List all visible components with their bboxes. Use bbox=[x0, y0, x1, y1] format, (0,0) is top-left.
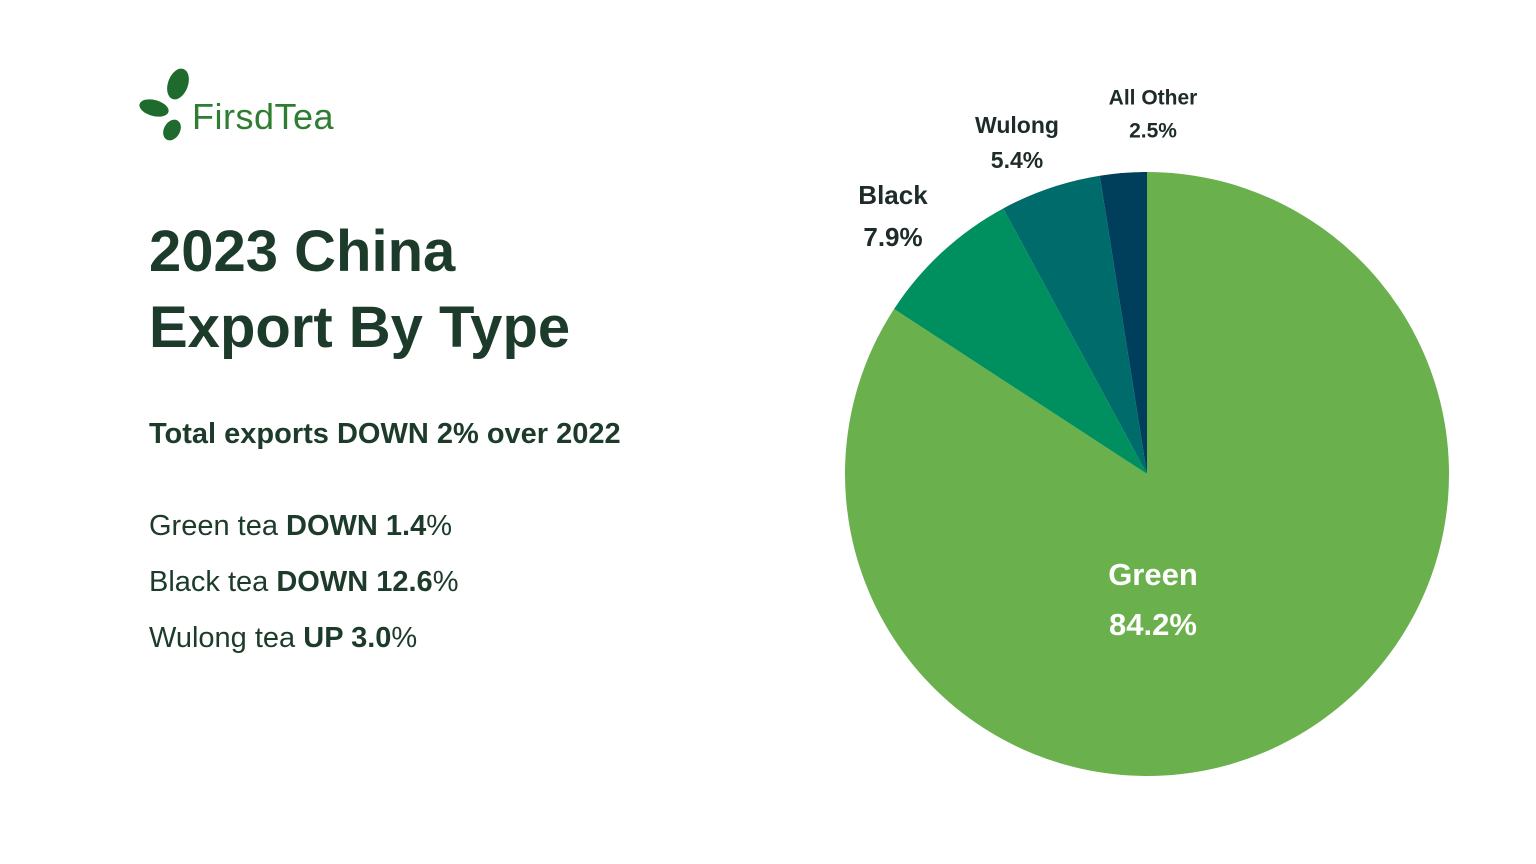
slice-value: 2.5% bbox=[1129, 120, 1177, 143]
stat-line: Green tea DOWN 1.4% bbox=[149, 510, 452, 543]
stat-label: Black tea bbox=[149, 566, 269, 598]
stat-unit: % bbox=[432, 566, 459, 598]
slice-name: Black bbox=[858, 180, 928, 210]
pie-slice bbox=[844, 172, 1449, 776]
stat-unit: % bbox=[391, 622, 418, 654]
logo-icon bbox=[139, 68, 189, 141]
stat-label: Wulong tea bbox=[149, 622, 296, 654]
stat-change: DOWN 12.6 bbox=[276, 566, 433, 598]
pie-slice bbox=[1099, 172, 1147, 474]
stat-change: DOWN 1.4 bbox=[286, 510, 427, 542]
slice-name: Green bbox=[1108, 557, 1198, 592]
slice-name: Wulong bbox=[975, 112, 1059, 138]
stat-change: UP 3.0 bbox=[303, 622, 392, 654]
stat-line: Black tea DOWN 12.6% bbox=[149, 566, 458, 599]
stat-label: Green tea bbox=[149, 510, 278, 542]
title: 2023 China Export By Type bbox=[149, 219, 571, 360]
slice-value: 84.2% bbox=[1109, 607, 1197, 642]
subtitle: Total exports DOWN 2% over 2022 bbox=[149, 418, 621, 450]
stat-line: Wulong tea UP 3.0% bbox=[149, 622, 417, 655]
slice-value: 7.9% bbox=[863, 222, 922, 252]
stat-unit: % bbox=[426, 510, 453, 542]
pie-slice bbox=[894, 208, 1147, 474]
slice-value: 5.4% bbox=[991, 147, 1043, 173]
slice-name: All Other bbox=[1109, 87, 1198, 110]
logo-text: FirsdTea bbox=[192, 96, 335, 137]
pie-slice bbox=[1003, 175, 1147, 474]
